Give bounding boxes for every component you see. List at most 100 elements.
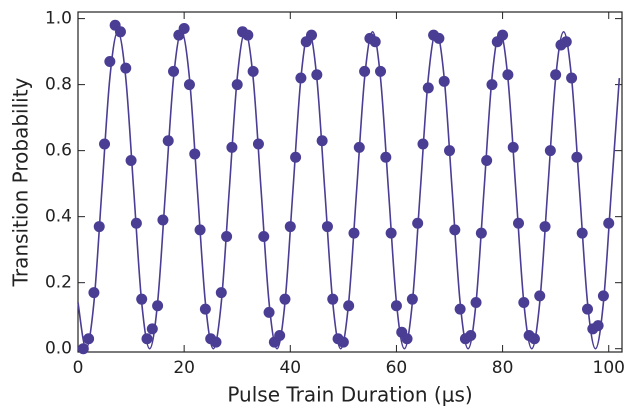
data-point <box>518 296 530 308</box>
data-point <box>592 320 604 332</box>
data-point <box>475 227 487 239</box>
x-tick-label: 100 <box>593 358 625 378</box>
x-tick-label: 40 <box>279 358 301 378</box>
data-point <box>247 65 259 77</box>
y-axis-title: Transition Probability <box>9 77 33 287</box>
y-tick-label: 0.8 <box>45 75 72 95</box>
data-point <box>343 300 355 312</box>
data-point <box>316 135 328 147</box>
data-point <box>263 306 275 318</box>
data-point <box>348 227 360 239</box>
data-point <box>544 145 556 157</box>
x-tick-label: 80 <box>492 358 514 378</box>
data-point <box>465 329 477 341</box>
data-point <box>539 221 551 233</box>
data-point <box>215 287 227 299</box>
data-point <box>566 72 578 84</box>
data-point <box>226 141 238 153</box>
data-point <box>603 217 615 229</box>
data-point <box>130 217 142 229</box>
data-point <box>597 290 609 302</box>
data-point <box>162 135 174 147</box>
data-point <box>104 56 116 68</box>
data-point <box>120 62 132 74</box>
data-point <box>417 138 429 150</box>
data-point <box>252 138 264 150</box>
data-point <box>88 287 100 299</box>
data-point <box>359 65 371 77</box>
data-point <box>258 230 270 242</box>
data-point <box>141 333 153 345</box>
y-tick-label: 0.0 <box>45 339 72 359</box>
data-point <box>306 29 318 41</box>
data-point <box>284 221 296 233</box>
data-point <box>168 65 180 77</box>
data-point <box>507 141 519 153</box>
data-point <box>274 329 286 341</box>
data-point <box>327 293 339 305</box>
data-point <box>99 138 111 150</box>
data-point <box>353 141 365 153</box>
data-point <box>290 151 302 163</box>
data-point <box>406 293 418 305</box>
data-point <box>210 336 222 348</box>
data-point <box>77 343 89 355</box>
x-tick-label: 60 <box>386 358 408 378</box>
data-point <box>470 296 482 308</box>
data-point <box>221 230 233 242</box>
data-point <box>534 290 546 302</box>
y-tick-label: 0.2 <box>45 273 72 293</box>
data-point <box>412 217 424 229</box>
data-point <box>444 145 456 157</box>
data-point <box>178 23 190 35</box>
data-point <box>390 300 402 312</box>
data-point <box>152 300 164 312</box>
data-point <box>497 29 509 41</box>
data-point <box>311 69 323 81</box>
data-point <box>231 79 243 91</box>
data-point <box>380 151 392 163</box>
data-point <box>454 303 466 315</box>
data-point <box>550 69 562 81</box>
data-point <box>194 224 206 236</box>
data-point <box>486 79 498 91</box>
data-point <box>321 221 333 233</box>
data-point <box>279 293 291 305</box>
data-point <box>369 36 381 48</box>
data-point <box>183 79 195 91</box>
data-point <box>375 65 387 77</box>
data-point <box>337 336 349 348</box>
data-point <box>433 32 445 44</box>
data-point <box>571 151 583 163</box>
data-point <box>189 148 201 160</box>
data-point <box>114 26 126 38</box>
y-tick-label: 0.6 <box>45 141 72 161</box>
y-tick-label: 0.4 <box>45 207 72 227</box>
data-point <box>560 36 572 48</box>
data-point <box>146 323 158 335</box>
data-point <box>157 214 169 226</box>
data-point <box>125 155 137 167</box>
x-axis-title: Pulse Train Duration (μs) <box>227 383 472 407</box>
data-point <box>199 303 211 315</box>
data-point <box>449 224 461 236</box>
plot-frame <box>77 11 623 353</box>
x-tick-label: 0 <box>73 358 84 378</box>
data-point <box>401 333 413 345</box>
data-point <box>242 29 254 41</box>
x-tick-label: 20 <box>173 358 195 378</box>
data-point <box>528 333 540 345</box>
data-point <box>438 75 450 87</box>
data-point <box>481 155 493 167</box>
data-point <box>576 227 588 239</box>
data-point <box>502 69 514 81</box>
data-point <box>295 72 307 84</box>
data-point <box>582 303 594 315</box>
data-point <box>385 227 397 239</box>
data-point <box>422 82 434 94</box>
data-point <box>513 217 525 229</box>
y-tick-label: 1.0 <box>45 9 72 29</box>
data-point <box>83 333 95 345</box>
data-point <box>136 293 148 305</box>
